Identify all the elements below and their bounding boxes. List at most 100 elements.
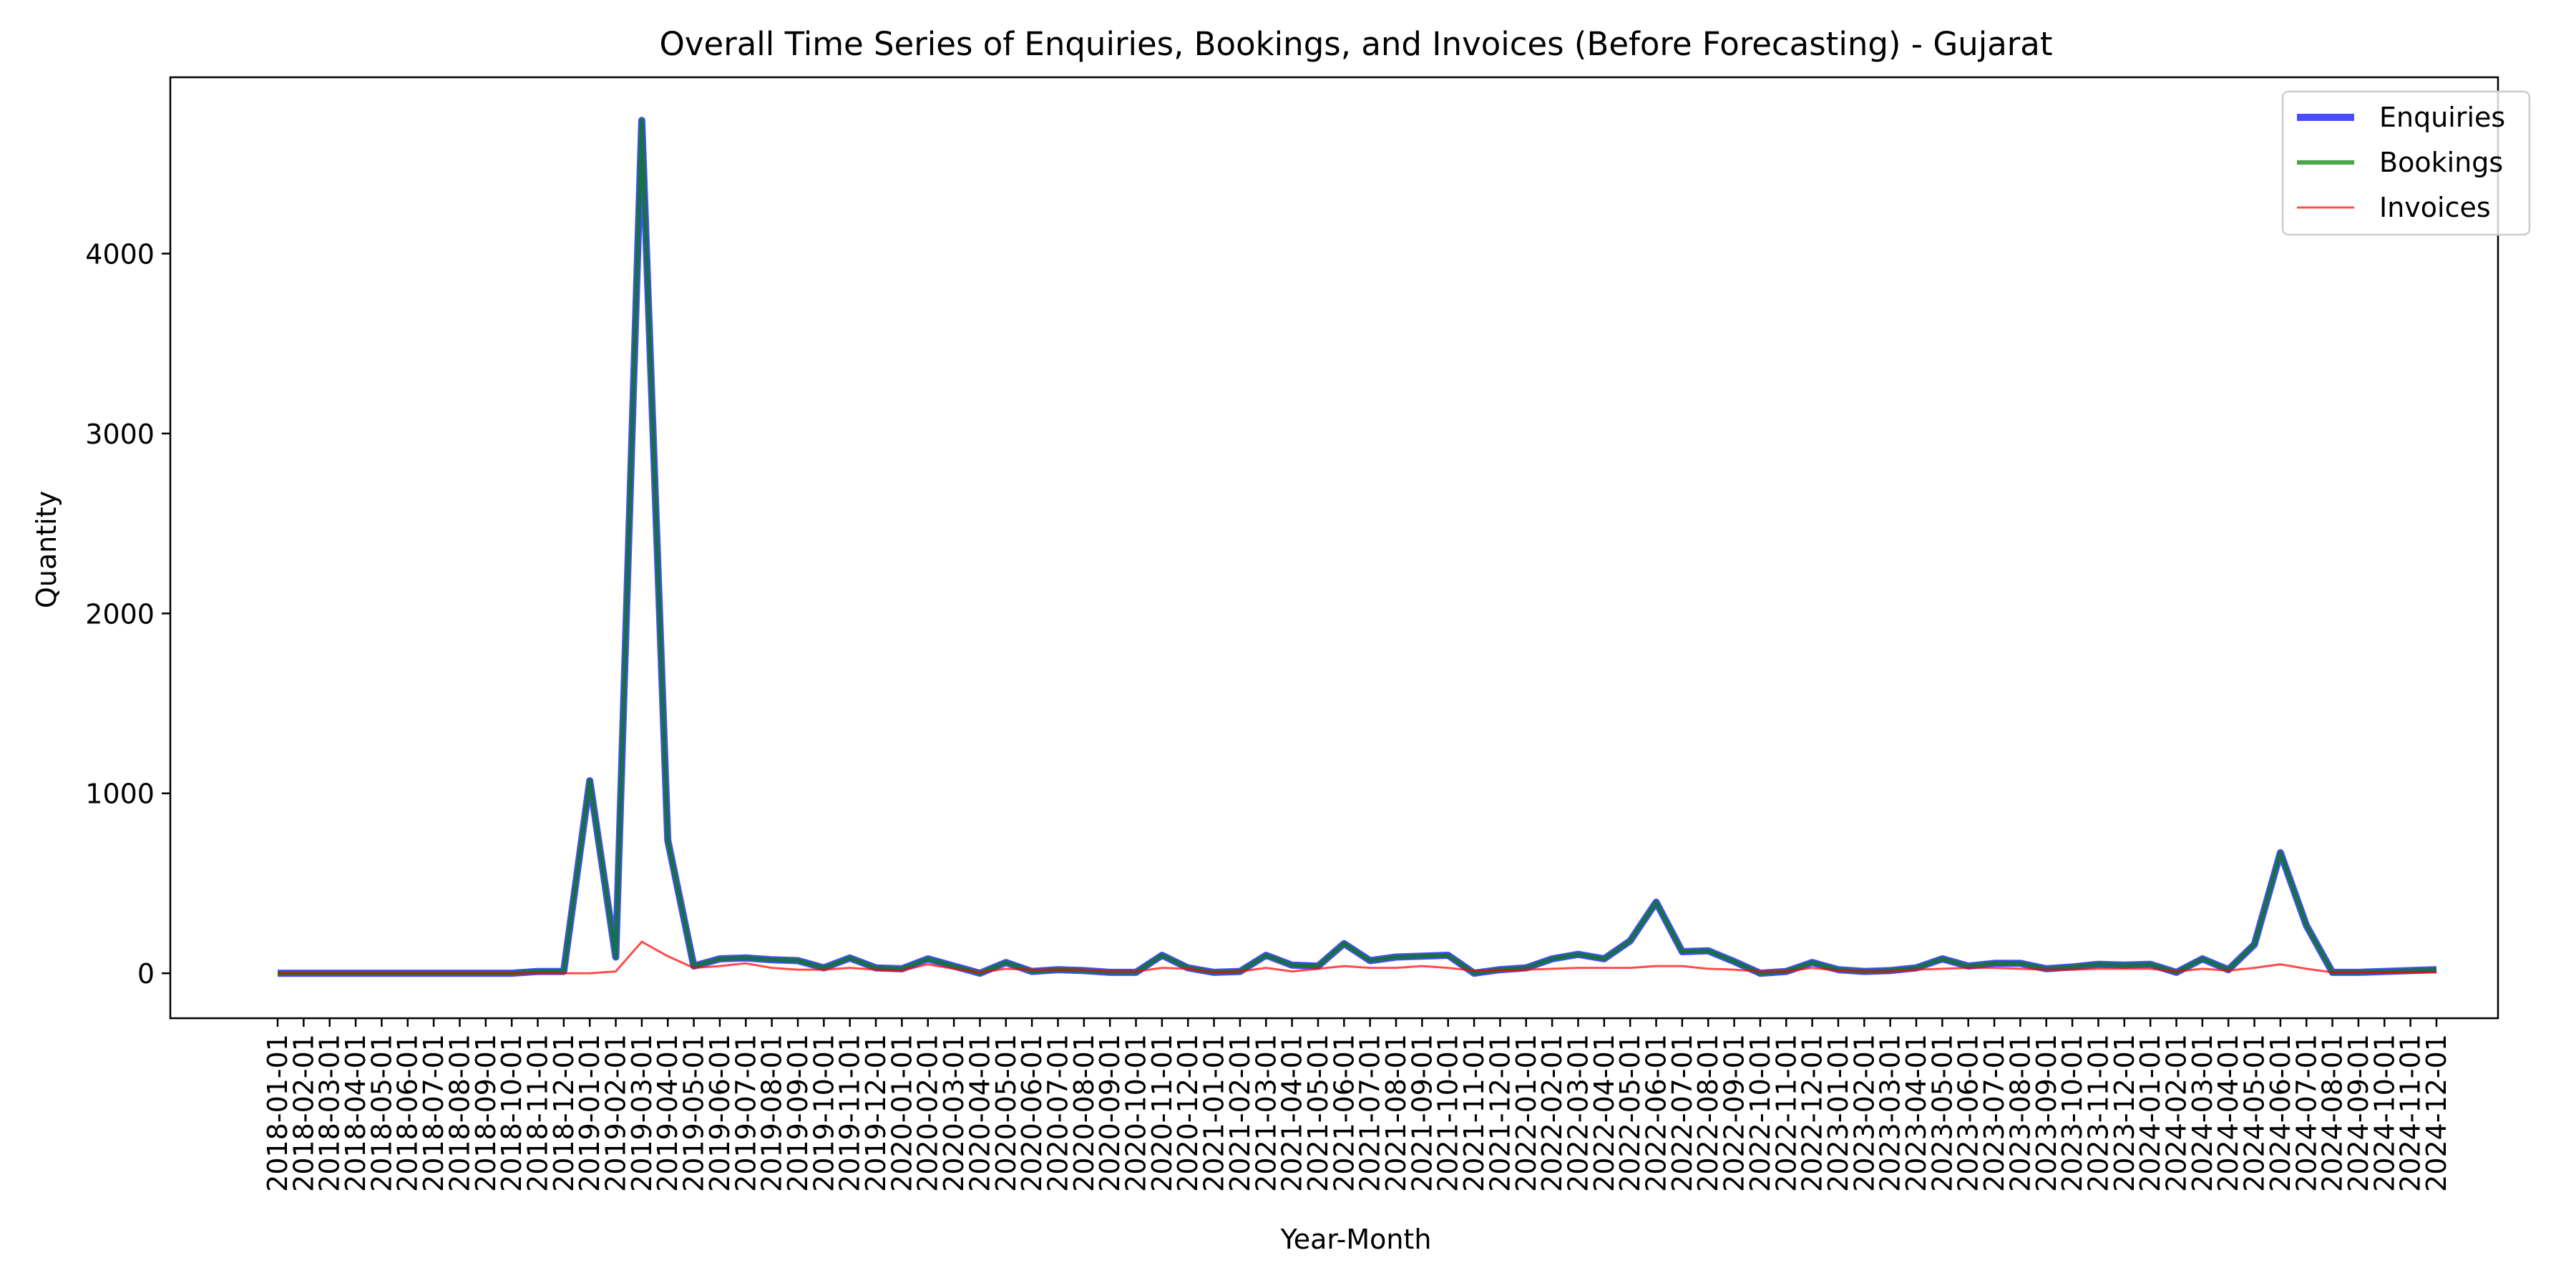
x-tick-label: 2019-07-01 xyxy=(730,1034,761,1192)
x-tick-label: 2020-04-01 xyxy=(964,1034,995,1192)
x-tick-label: 2023-01-01 xyxy=(1823,1034,1854,1192)
x-tick-label: 2019-06-01 xyxy=(704,1034,736,1192)
x-tick-label: 2018-06-01 xyxy=(392,1034,424,1192)
x-tick-label: 2022-06-01 xyxy=(1641,1034,1672,1192)
x-tick-label: 2024-02-01 xyxy=(2161,1034,2192,1192)
x-tick-label: 2020-02-01 xyxy=(912,1034,944,1192)
x-tick-label: 2020-12-01 xyxy=(1172,1034,1204,1192)
x-tick-label: 2022-07-01 xyxy=(1667,1034,1698,1192)
x-tick-label: 2019-09-01 xyxy=(782,1034,814,1192)
plot-area xyxy=(278,117,2437,977)
x-tick-label: 2022-04-01 xyxy=(1589,1034,1620,1192)
x-tick-label: 2020-01-01 xyxy=(886,1034,917,1192)
x-tick-label: 2019-03-01 xyxy=(626,1034,658,1192)
x-tick-label: 2018-10-01 xyxy=(496,1034,527,1192)
x-tick-label: 2022-09-01 xyxy=(1719,1034,1750,1192)
x-tick-label: 2018-11-01 xyxy=(522,1034,553,1192)
x-tick-label: 2018-07-01 xyxy=(418,1034,449,1192)
x-tick-label: 2020-05-01 xyxy=(990,1034,1022,1192)
x-tick-label: 2019-10-01 xyxy=(808,1034,839,1192)
legend-box xyxy=(2281,90,2531,236)
y-tick-label: 2000 xyxy=(85,598,155,630)
x-tick-label: 2019-12-01 xyxy=(860,1034,892,1192)
series-line-invoices xyxy=(278,940,2436,975)
x-axis-label: Year-Month xyxy=(1280,1224,1432,1255)
x-tick-label: 2023-07-01 xyxy=(1979,1034,2010,1192)
x-tick-label: 2024-06-01 xyxy=(2265,1034,2296,1192)
x-tick-label: 2021-12-01 xyxy=(1484,1034,1516,1192)
x-tick-label: 2018-09-01 xyxy=(470,1034,502,1192)
x-tick-label: 2024-03-01 xyxy=(2187,1034,2218,1192)
x-tick-label: 2021-07-01 xyxy=(1355,1034,1386,1192)
x-tick-label: 2020-06-01 xyxy=(1016,1034,1048,1192)
x-tick-label: 2018-05-01 xyxy=(366,1034,397,1192)
x-tick-label: 2024-09-01 xyxy=(2343,1034,2374,1192)
x-tick-label: 2024-11-01 xyxy=(2395,1034,2426,1192)
x-tick-label: 2023-04-01 xyxy=(1901,1034,1932,1192)
x-tick-label: 2020-10-01 xyxy=(1121,1034,1152,1192)
x-tick-label: 2023-05-01 xyxy=(1926,1034,1958,1192)
x-tick-label: 2020-03-01 xyxy=(938,1034,970,1192)
x-tick-label: 2024-08-01 xyxy=(2317,1034,2348,1192)
x-tick-label: 2024-12-01 xyxy=(2421,1034,2452,1192)
x-tick-label: 2019-01-01 xyxy=(574,1034,605,1192)
y-tick-label: 1000 xyxy=(85,779,155,810)
x-tick-label: 2018-03-01 xyxy=(314,1034,346,1192)
x-axis: 2018-01-012018-02-012018-03-012018-04-01… xyxy=(262,1018,2452,1192)
x-tick-label: 2018-02-01 xyxy=(288,1034,319,1192)
x-tick-label: 2023-02-01 xyxy=(1848,1034,1880,1192)
x-tick-label: 2023-03-01 xyxy=(1875,1034,1906,1192)
x-tick-label: 2019-11-01 xyxy=(834,1034,866,1192)
x-tick-label: 2020-09-01 xyxy=(1094,1034,1126,1192)
legend-label-enquiries: Enquiries xyxy=(2379,102,2505,133)
x-tick-label: 2022-08-01 xyxy=(1692,1034,1724,1192)
chart-title: Overall Time Series of Enquiries, Bookin… xyxy=(659,25,2052,63)
y-axis: 0 1000 2000 3000 4000 xyxy=(85,238,170,990)
x-tick-label: 2023-09-01 xyxy=(2031,1034,2062,1192)
x-tick-label: 2023-06-01 xyxy=(1953,1034,1984,1192)
x-tick-label: 2022-11-01 xyxy=(1770,1034,1802,1192)
x-tick-label: 2019-04-01 xyxy=(652,1034,683,1192)
x-tick-label: 2022-12-01 xyxy=(1797,1034,1828,1192)
y-tick-label: 4000 xyxy=(85,238,155,270)
legend-label-invoices: Invoices xyxy=(2379,192,2491,223)
x-tick-label: 2021-02-01 xyxy=(1224,1034,1256,1192)
x-tick-label: 2023-12-01 xyxy=(2109,1034,2140,1192)
x-tick-label: 2021-01-01 xyxy=(1199,1034,1230,1192)
plot-frame xyxy=(169,76,2499,1020)
x-tick-label: 2018-12-01 xyxy=(548,1034,580,1192)
x-tick-label: 2022-05-01 xyxy=(1614,1034,1646,1192)
x-tick-label: 2021-11-01 xyxy=(1458,1034,1490,1192)
x-tick-label: 2021-10-01 xyxy=(1433,1034,1464,1192)
x-tick-label: 2024-04-01 xyxy=(2212,1034,2244,1192)
x-tick-label: 2019-05-01 xyxy=(678,1034,710,1192)
x-tick-label: 2021-03-01 xyxy=(1250,1034,1282,1192)
x-tick-label: 2022-02-01 xyxy=(1536,1034,1568,1192)
x-tick-label: 2022-03-01 xyxy=(1562,1034,1594,1192)
y-tick-label: 0 xyxy=(137,958,155,990)
y-tick-label: 3000 xyxy=(85,419,155,450)
x-tick-label: 2023-11-01 xyxy=(2082,1034,2114,1192)
legend: Enquiries Bookings Invoices xyxy=(2281,90,2531,236)
x-tick-label: 2023-08-01 xyxy=(2004,1034,2036,1192)
x-tick-label: 2024-05-01 xyxy=(2239,1034,2270,1192)
series-line-bookings xyxy=(278,118,2437,976)
x-tick-label: 2021-08-01 xyxy=(1380,1034,1412,1192)
x-tick-label: 2019-08-01 xyxy=(756,1034,788,1192)
x-tick-label: 2024-10-01 xyxy=(2368,1034,2400,1192)
x-tick-label: 2021-05-01 xyxy=(1302,1034,1334,1192)
y-axis-label: Quantity xyxy=(31,491,62,608)
legend-label-bookings: Bookings xyxy=(2379,147,2503,178)
x-tick-label: 2022-10-01 xyxy=(1745,1034,1776,1192)
x-tick-label: 2018-08-01 xyxy=(444,1034,475,1192)
x-tick-label: 2023-10-01 xyxy=(2057,1034,2088,1192)
x-tick-label: 2020-08-01 xyxy=(1068,1034,1100,1192)
x-tick-label: 2024-07-01 xyxy=(2290,1034,2322,1192)
x-tick-label: 2024-01-01 xyxy=(2135,1034,2166,1192)
x-tick-label: 2019-02-01 xyxy=(600,1034,632,1192)
x-tick-label: 2021-09-01 xyxy=(1406,1034,1438,1192)
x-tick-label: 2021-04-01 xyxy=(1277,1034,1308,1192)
x-tick-label: 2018-04-01 xyxy=(340,1034,371,1192)
